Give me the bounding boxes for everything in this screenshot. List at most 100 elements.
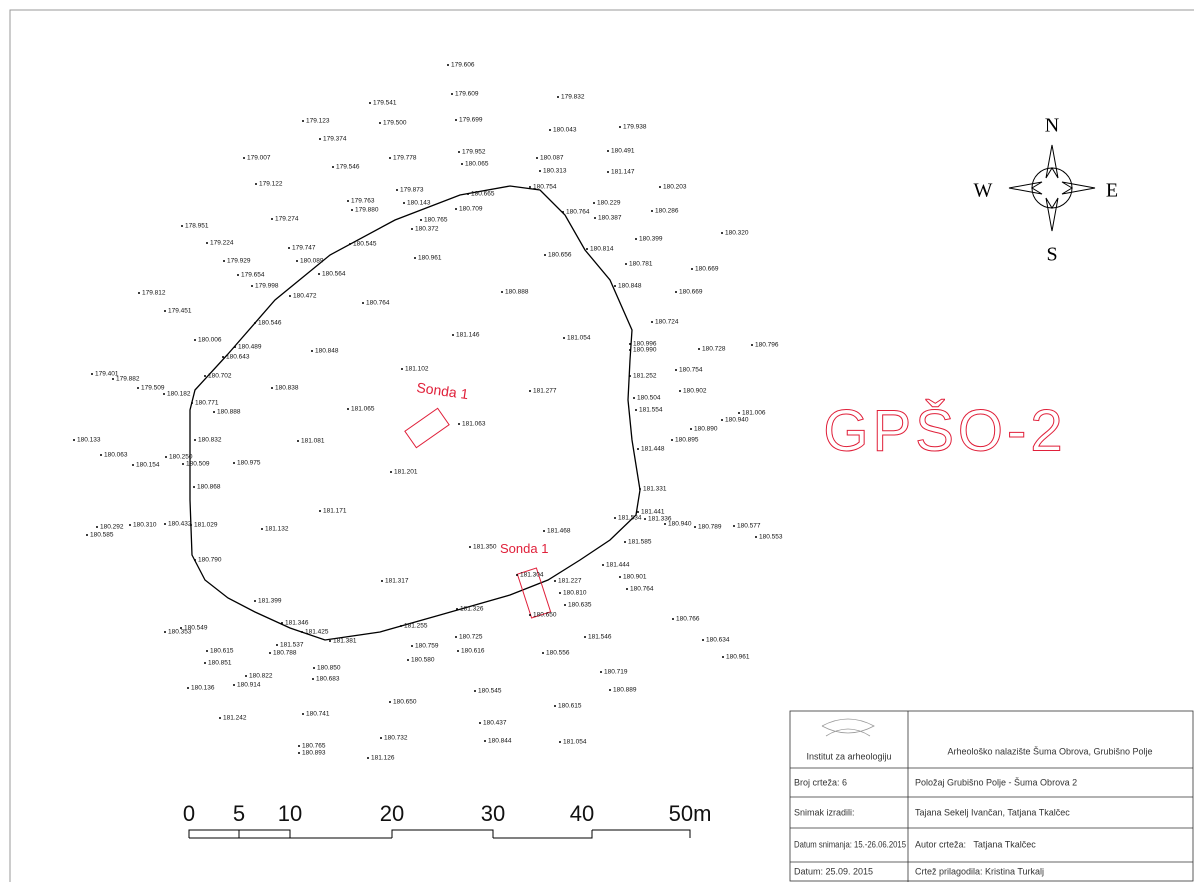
elevation-label: 180.650 <box>533 612 557 619</box>
compass <box>1008 144 1096 232</box>
elevation-label: 180.771 <box>195 400 219 407</box>
elevation-label: 180.796 <box>755 342 779 349</box>
elevation-label: 180.665 <box>471 191 495 198</box>
elevation-label: 180.848 <box>618 283 642 290</box>
elevation-label: 180.634 <box>706 637 730 644</box>
survey-point <box>420 219 422 221</box>
survey-point <box>554 705 556 707</box>
elevation-label: 181.146 <box>456 332 480 339</box>
survey-point <box>675 291 677 293</box>
elevation-label: 180.709 <box>459 206 483 213</box>
elevation-label: 180.489 <box>238 344 262 351</box>
elevation-label: 180.789 <box>698 524 722 531</box>
survey-point <box>639 488 641 490</box>
elevation-label: 180.615 <box>210 648 234 655</box>
survey-point <box>182 463 184 465</box>
elevation-label: 180.286 <box>655 208 679 215</box>
survey-point <box>614 517 616 519</box>
survey-point <box>672 618 674 620</box>
survey-point <box>349 243 351 245</box>
elevation-label: 180.902 <box>683 388 707 395</box>
elevation-label: 180.372 <box>415 226 439 233</box>
survey-point <box>318 273 320 275</box>
survey-point <box>347 200 349 202</box>
elevation-label: 181.399 <box>258 598 282 605</box>
elevation-label: 180.313 <box>543 168 567 175</box>
elevation-label: 180.556 <box>546 650 570 657</box>
survey-point <box>112 378 114 380</box>
elevation-label: 180.814 <box>590 246 614 253</box>
survey-point <box>625 263 627 265</box>
survey-point <box>461 163 463 165</box>
survey-point <box>457 650 459 652</box>
survey-point <box>722 656 724 658</box>
survey-point <box>702 639 704 641</box>
elevation-label: 179.509 <box>141 385 165 392</box>
elevation-label: 179.699 <box>459 117 483 124</box>
survey-point <box>233 684 235 686</box>
scale-bar <box>188 829 691 839</box>
elevation-label: 180.182 <box>167 391 191 398</box>
survey-point <box>671 439 673 441</box>
elevation-label: 180.564 <box>322 271 346 278</box>
survey-point <box>380 737 382 739</box>
elevation-label: 180.838 <box>275 385 299 392</box>
elevation-label: 180.754 <box>679 367 703 374</box>
survey-point <box>187 687 189 689</box>
elevation-label: 179.401 <box>95 371 119 378</box>
elevation-label: 181.147 <box>611 169 635 176</box>
survey-point <box>86 534 88 536</box>
elevation-label: 181.444 <box>606 562 630 569</box>
site-code: GPŠO-2 <box>823 398 1066 463</box>
elevation-label: 180.615 <box>558 703 582 710</box>
elevation-label: 180.043 <box>553 127 577 134</box>
elevation-label: 180.822 <box>249 673 273 680</box>
survey-point <box>276 644 278 646</box>
elevation-label: 180.893 <box>302 750 326 757</box>
survey-point <box>222 356 224 358</box>
elevation-label: 180.229 <box>597 200 621 207</box>
survey-point <box>204 375 206 377</box>
elevation-label: 181.171 <box>323 508 347 515</box>
elevation-label: 181.304 <box>520 572 544 579</box>
survey-point <box>164 523 166 525</box>
scale-label: 0 <box>183 801 195 826</box>
elevation-label: 180.914 <box>237 682 261 689</box>
elevation-label: 181.336 <box>648 516 672 523</box>
elevation-label: 180.580 <box>411 657 435 664</box>
logo-text: Institut za arheologiju <box>806 751 891 761</box>
survey-point <box>381 580 383 582</box>
elevation-label: 180.643 <box>226 354 250 361</box>
survey-point <box>635 409 637 411</box>
elevation-label: 180.781 <box>629 261 653 268</box>
elevation-label: 180.577 <box>737 523 761 530</box>
elevation-label: 181.227 <box>558 578 582 585</box>
elevation-label: 180.868 <box>197 484 221 491</box>
elevation-label: 180.975 <box>237 460 261 467</box>
elevation-label: 179.546 <box>336 164 360 171</box>
survey-point <box>206 242 208 244</box>
elevation-label: 179.609 <box>455 91 479 98</box>
elevation-label: 179.224 <box>210 240 234 247</box>
elevation-label: 180.961 <box>726 654 750 661</box>
elevation-label: 180.728 <box>702 346 726 353</box>
elevation-label: 180.996 <box>633 341 657 348</box>
elevation-label: 179.938 <box>623 124 647 131</box>
elevation-label: 181.132 <box>265 526 289 533</box>
elevation-label: 180.087 <box>540 155 564 162</box>
survey-point <box>559 592 561 594</box>
survey-point <box>369 102 371 104</box>
survey-point <box>584 636 586 638</box>
elevation-label: 179.747 <box>292 245 316 252</box>
elevation-label: 180.901 <box>623 574 647 581</box>
elevation-label: 180.741 <box>306 711 330 718</box>
elevation-label: 181.534 <box>618 515 642 522</box>
survey-point <box>529 390 531 392</box>
survey-point <box>251 285 253 287</box>
scale-label: 10 <box>278 801 302 826</box>
survey-point <box>562 211 564 213</box>
elevation-label: 180.895 <box>675 437 699 444</box>
elevation-label: 181.346 <box>285 620 309 627</box>
survey-point <box>607 171 609 173</box>
